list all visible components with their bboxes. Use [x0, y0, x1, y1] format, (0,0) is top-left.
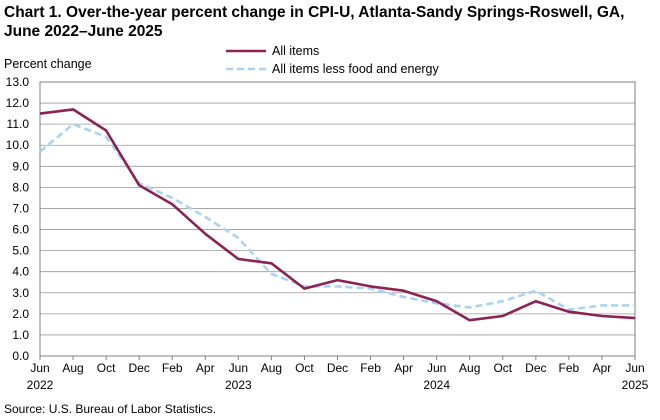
x-tick-label: Jun — [30, 361, 49, 375]
y-tick-label: 9.0 — [12, 159, 29, 173]
x-tick-label: Apr — [394, 361, 413, 375]
y-tick-label: 4.0 — [12, 265, 29, 279]
x-tick-label: Feb — [162, 361, 183, 375]
y-tick-label: 6.0 — [12, 223, 29, 237]
x-tick-label: Apr — [593, 361, 612, 375]
plot-area-border — [39, 81, 636, 357]
x-year-label: 2024 — [423, 378, 450, 392]
x-year-label: 2025 — [622, 378, 649, 392]
y-tick-label: 13.0 — [6, 75, 30, 89]
y-tick-label: 11.0 — [7, 117, 30, 131]
y-tick-label: 7.0 — [12, 201, 29, 215]
x-tick-label: Oct — [97, 361, 116, 375]
x-tick-label: Dec — [327, 361, 348, 375]
x-tick-label: Aug — [459, 361, 480, 375]
x-tick-label: Aug — [261, 361, 282, 375]
x-tick-label: Oct — [493, 361, 512, 375]
x-year-label: 2023 — [225, 378, 252, 392]
y-tick-label: 12.0 — [6, 96, 30, 110]
y-tick-label: 5.0 — [12, 244, 29, 258]
series-line-core — [39, 122, 635, 311]
x-tick-label: Oct — [295, 361, 314, 375]
series-line-all-items — [39, 108, 636, 322]
x-year-label: 2022 — [27, 378, 54, 392]
x-tick-label: Jun — [229, 361, 248, 375]
y-tick-label: 8.0 — [12, 180, 29, 194]
x-tick-label: Dec — [128, 361, 149, 375]
x-tick-label: Feb — [360, 361, 381, 375]
x-tick-label: Apr — [196, 361, 215, 375]
y-tick-label: 10.0 — [6, 138, 30, 152]
y-tick-label: 1.0 — [12, 328, 29, 342]
y-tick-label: 0.0 — [12, 349, 29, 363]
x-tick-label: Aug — [62, 361, 83, 375]
x-tick-label: Jun — [625, 361, 644, 375]
x-tick-label: Jun — [427, 361, 446, 375]
source-note: Source: U.S. Bureau of Labor Statistics. — [4, 402, 217, 416]
y-tick-label: 2.0 — [12, 307, 29, 321]
legend-label: All items less food and energy — [272, 62, 440, 76]
y-axis-label: Percent change — [4, 57, 92, 71]
chart-title: Chart 1. Over-the-year percent change in… — [4, 4, 625, 40]
x-tick-label: Feb — [559, 361, 580, 375]
x-tick-label: Dec — [525, 361, 546, 375]
y-tick-label: 3.0 — [12, 286, 29, 300]
legend-label: All items — [272, 44, 319, 58]
